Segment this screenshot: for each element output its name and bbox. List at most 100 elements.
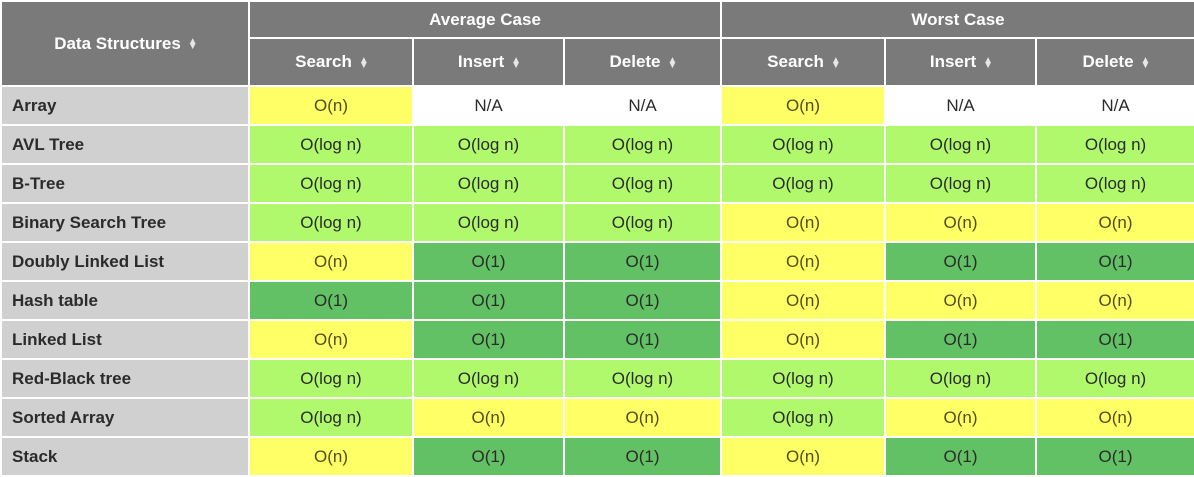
complexity-cell: O(1) [1035,241,1194,282]
complexity-cell: O(log n) [562,358,723,399]
complexity-cell: O(log n) [248,163,414,204]
sort-arrows-icon: ▲ ▼ [358,54,369,71]
row-label: Linked List [0,319,250,360]
sort-arrows-icon: ▲ ▼ [511,54,522,71]
complexity-cell: N/A [884,85,1038,126]
sort-arrows-icon: ▲ ▼ [830,54,841,71]
complexity-cell: O(n) [412,397,565,438]
complexity-cell: O(1) [562,280,723,321]
complexity-cell: O(1) [884,436,1038,477]
complexity-cell: O(n) [884,280,1038,321]
complexity-cell: O(log n) [412,124,565,165]
row-label: Doubly Linked List [0,241,250,282]
row-label: Red-Black tree [0,358,250,399]
complexity-cell: O(n) [720,436,887,477]
complexity-cell: O(n) [248,241,414,282]
complexity-cell: O(1) [412,436,565,477]
complexity-cell: O(log n) [562,202,723,243]
complexity-cell: O(n) [720,85,887,126]
table-row: AVL Tree O(log n) O(log n) O(log n) O(lo… [0,124,1194,165]
column-header-label: Data Structures [54,33,181,53]
complexity-cell: O(log n) [562,163,723,204]
table-header: Data Structures ▲ ▼ Average Case Worst Cas… [0,0,1194,87]
row-label: Hash table [0,280,250,321]
complexity-cell: O(1) [562,436,723,477]
sort-arrows-icon: ▲ ▼ [983,54,994,71]
table-row: Array O(n) N/A N/A O(n) N/A N/A [0,85,1194,126]
column-header-label: Insert [929,52,977,71]
row-label: B-Tree [0,163,250,204]
complexity-cell: O(1) [1035,319,1194,360]
sort-arrows-icon: ▲ ▼ [1140,54,1151,71]
table-row: Sorted Array O(log n) O(n) O(n) O(log n)… [0,397,1194,438]
column-header-label: Search [767,52,824,71]
table-body: Array O(n) N/A N/A O(n) N/A N/A AVL Tree… [0,85,1194,477]
column-header-label: Delete [609,52,661,71]
complexity-cell: O(log n) [884,358,1038,399]
complexity-cell: O(log n) [248,358,414,399]
complexity-cell: O(1) [884,241,1038,282]
column-header-worst-search[interactable]: Search ▲ ▼ [720,37,887,87]
table-row: Doubly Linked List O(n) O(1) O(1) O(n) O… [0,241,1194,282]
row-label: Sorted Array [0,397,250,438]
complexity-cell: O(log n) [248,397,414,438]
complexity-cell: O(n) [1035,202,1194,243]
complexity-cell: O(log n) [720,163,887,204]
complexity-cell: N/A [562,85,723,126]
column-header-label: Search [295,52,352,71]
column-header-worst-insert[interactable]: Insert ▲ ▼ [884,37,1038,87]
complexity-cell: O(log n) [720,397,887,438]
column-header-label: Delete [1082,52,1134,71]
group-header-worst-case: Worst Case [720,0,1194,39]
complexity-cell: O(log n) [562,124,723,165]
complexity-cell: O(1) [248,280,414,321]
complexity-cell: O(log n) [248,124,414,165]
complexity-cell: O(log n) [412,358,565,399]
complexity-cell: O(log n) [1035,163,1194,204]
row-label: Array [0,85,250,126]
complexity-cell: N/A [1035,85,1194,126]
sort-arrows-icon: ▲ ▼ [667,54,678,71]
table-row: Binary Search Tree O(log n) O(log n) O(l… [0,202,1194,243]
column-header-label: Insert [457,52,505,71]
complexity-cell: O(n) [1035,397,1194,438]
complexity-cell: O(1) [562,319,723,360]
group-header-average-case: Average Case [247,0,723,39]
table-row: Red-Black tree O(log n) O(log n) O(log n… [0,358,1194,399]
column-header-worst-delete[interactable]: Delete ▲ ▼ [1035,37,1194,87]
complexity-cell: O(n) [248,319,414,360]
complexity-cell: O(n) [720,202,887,243]
table-row: B-Tree O(log n) O(log n) O(log n) O(log … [0,163,1194,204]
complexity-cell: O(log n) [412,202,565,243]
column-header-avg-insert[interactable]: Insert ▲ ▼ [412,37,565,87]
row-label: AVL Tree [0,124,250,165]
complexity-cell: O(1) [562,241,723,282]
complexity-cell: O(log n) [248,202,414,243]
complexity-cell: O(n) [884,397,1038,438]
complexity-cell: O(log n) [720,124,887,165]
table-row: Stack O(n) O(1) O(1) O(n) O(1) O(1) [0,436,1194,477]
complexity-cell: O(log n) [884,163,1038,204]
complexity-cell: O(log n) [412,163,565,204]
complexity-cell: O(1) [1035,436,1194,477]
column-header-avg-delete[interactable]: Delete ▲ ▼ [562,37,723,87]
complexity-cell: O(log n) [720,358,887,399]
complexity-cell: O(log n) [884,124,1038,165]
table-row: Hash table O(1) O(1) O(1) O(n) O(n) O(n) [0,280,1194,321]
complexity-cell: O(n) [720,280,887,321]
complexity-cell: O(n) [884,202,1038,243]
column-header-avg-search[interactable]: Search ▲ ▼ [248,37,414,87]
complexity-cell: O(n) [1035,280,1194,321]
complexity-cell: O(n) [720,241,887,282]
row-label: Stack [0,436,250,477]
complexity-cell: O(1) [884,319,1038,360]
sort-arrows-icon: ▲ ▼ [187,36,198,53]
complexity-cell: O(1) [412,319,565,360]
complexity-cell: O(log n) [1035,358,1194,399]
complexity-cell: O(n) [720,319,887,360]
complexity-cell: N/A [412,85,565,126]
table-row: Linked List O(n) O(1) O(1) O(n) O(1) O(1… [0,319,1194,360]
complexity-cell: O(n) [562,397,723,438]
column-header-data-structures[interactable]: Data Structures ▲ ▼ [0,0,250,87]
